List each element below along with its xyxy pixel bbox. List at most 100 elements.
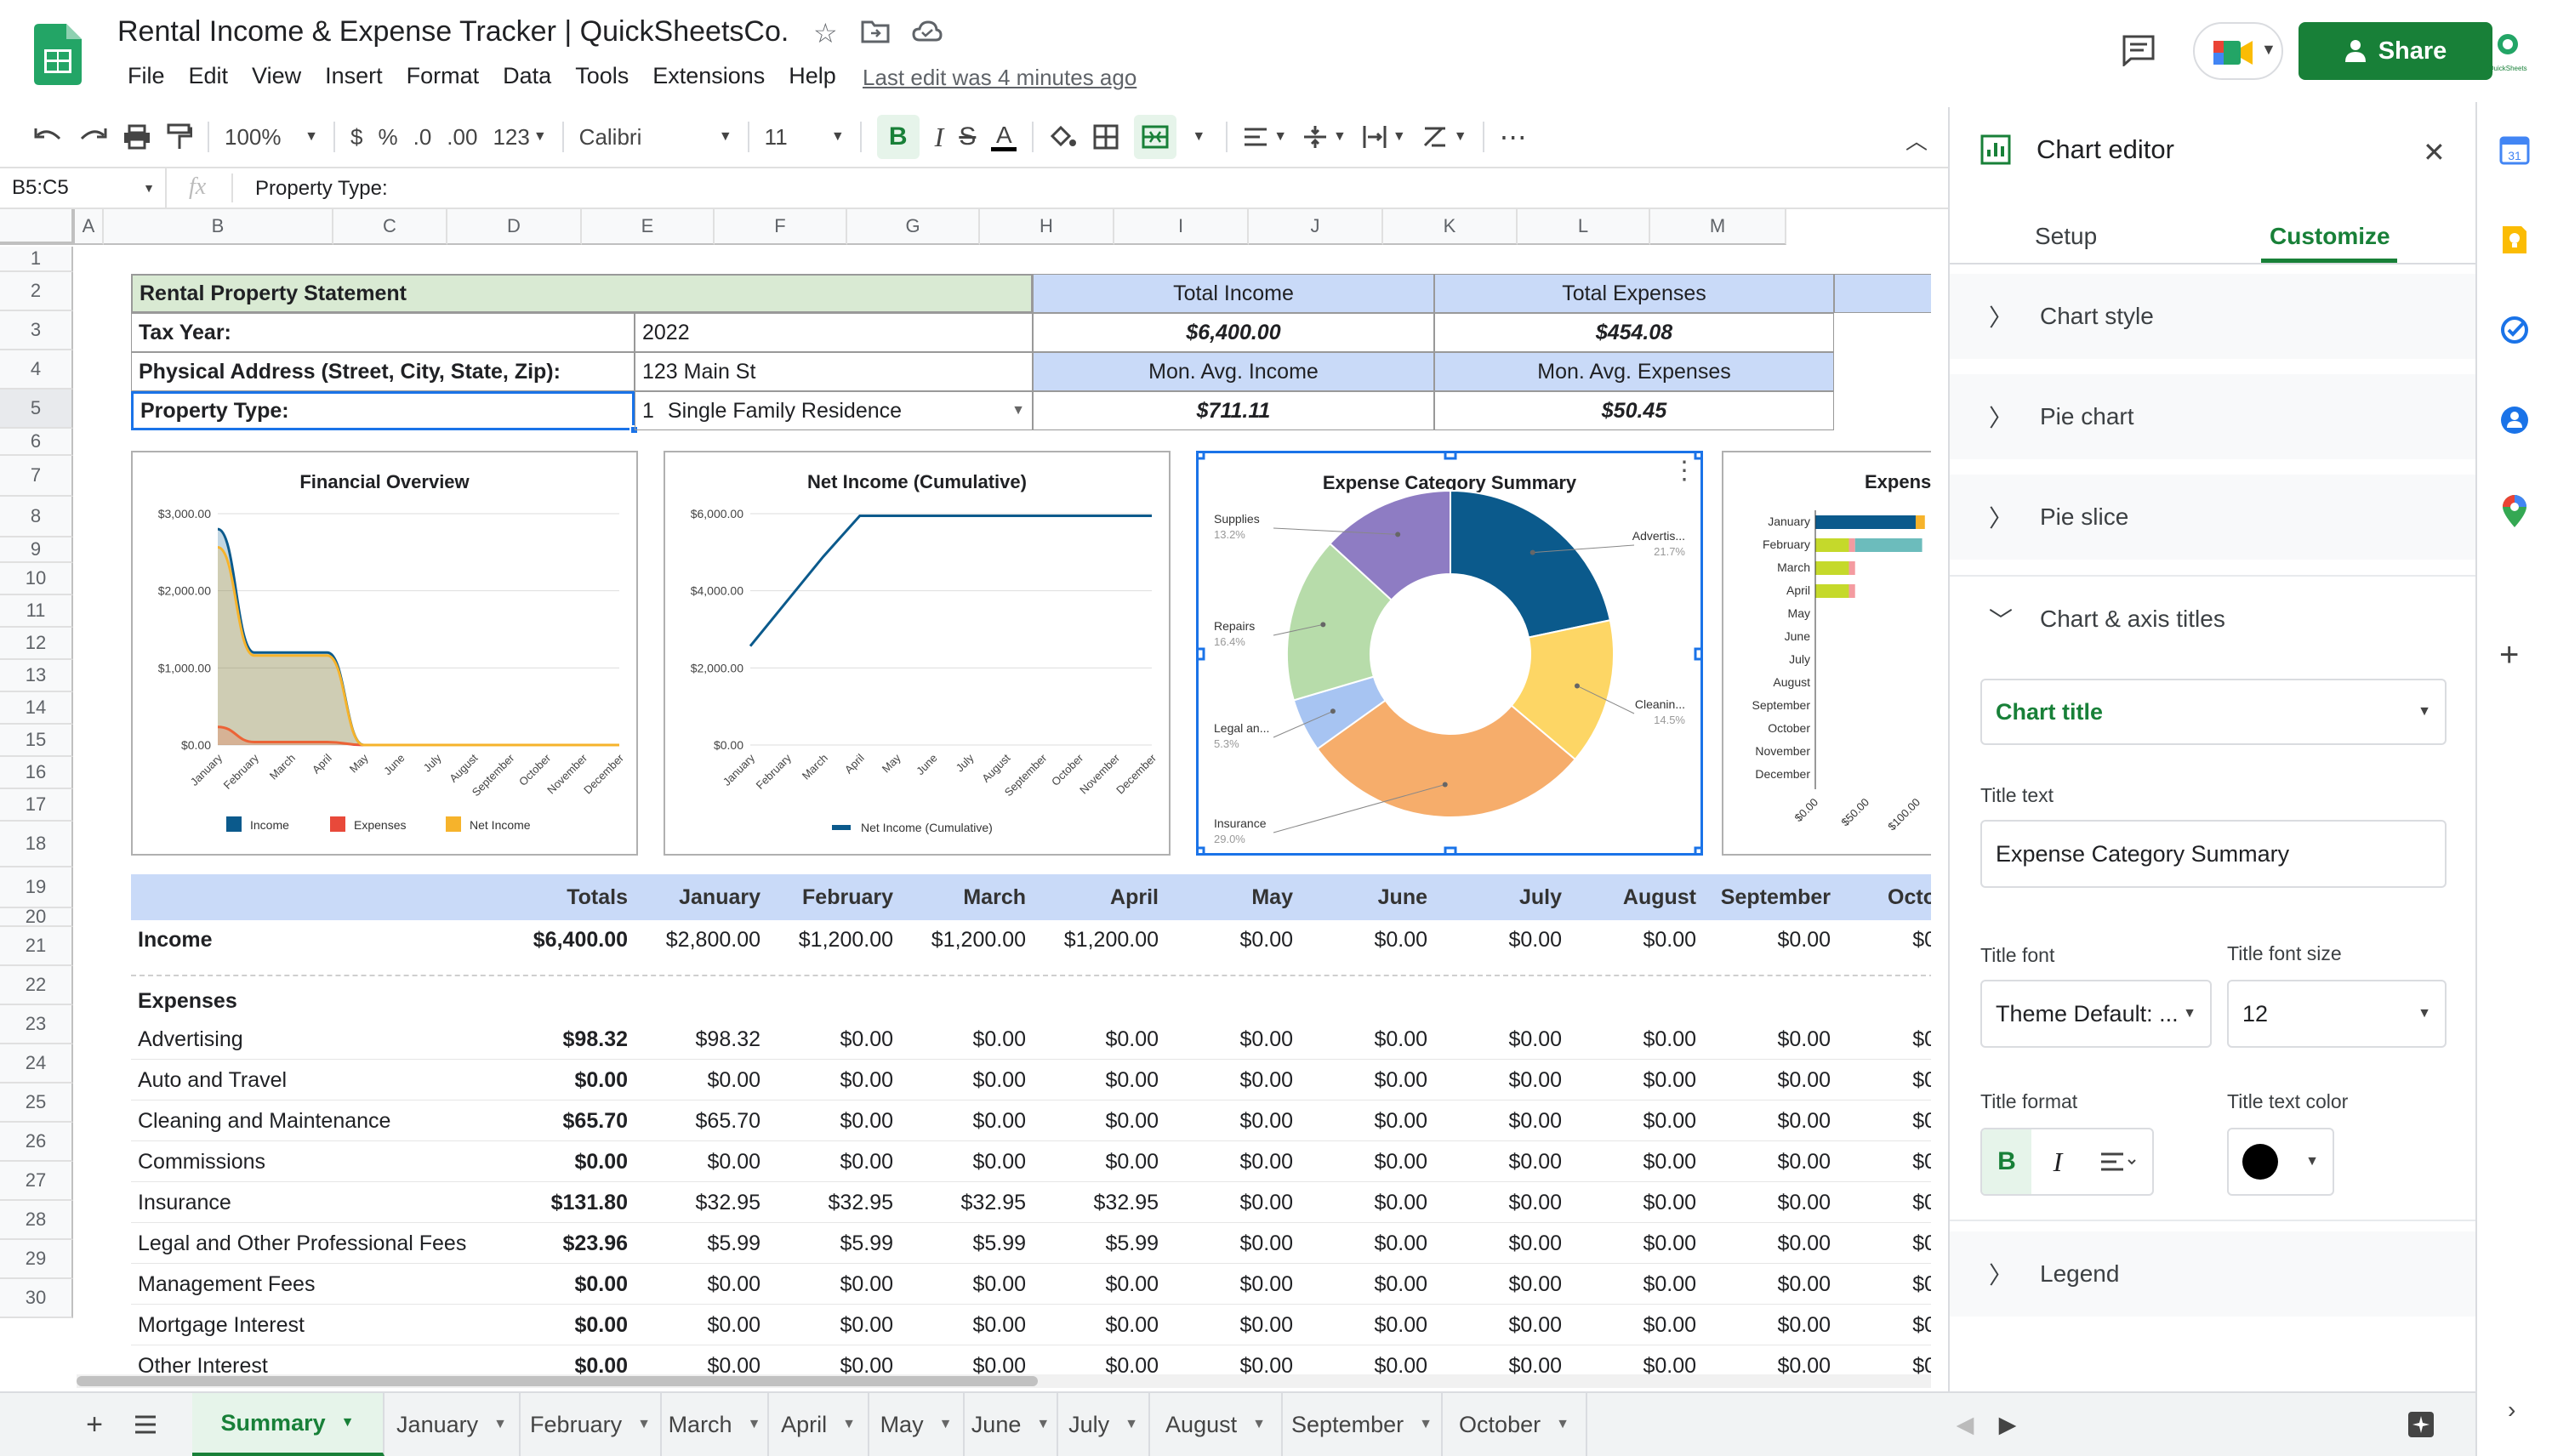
more-formats-button[interactable]: 123 ▼	[493, 115, 546, 159]
share-button[interactable]: Share	[2299, 22, 2492, 80]
column-header-c[interactable]: C	[333, 209, 447, 245]
section-chart-style[interactable]: 〉 Chart style	[1950, 274, 2477, 359]
row-header-8[interactable]: 8	[0, 497, 73, 537]
borders-icon[interactable]	[1093, 115, 1119, 159]
expense-label[interactable]: Commissions	[131, 1143, 510, 1182]
add-addon-icon[interactable]: +	[2499, 636, 2520, 674]
row-header-20[interactable]: 20	[0, 907, 73, 927]
meet-dropdown-icon[interactable]: ▼	[2261, 41, 2276, 58]
expense-cell[interactable]: $32.95	[1033, 1184, 1165, 1223]
menu-data[interactable]: Data	[503, 63, 552, 88]
expense-cell[interactable]: $0.00	[1703, 1102, 1837, 1141]
table-header-5[interactable]: May	[1251, 884, 1293, 909]
row-header-7[interactable]: 7	[0, 456, 73, 497]
property-type-label[interactable]: Property Type:	[131, 391, 635, 430]
row-header-29[interactable]: 29	[0, 1240, 73, 1279]
row-header-25[interactable]: 25	[0, 1083, 73, 1123]
expense-cell[interactable]: $0.00	[1033, 1021, 1165, 1060]
expense-cell[interactable]: $0	[1837, 1021, 1931, 1060]
expense-label[interactable]: Advertising	[131, 1021, 510, 1060]
zoom-select[interactable]: 100% ▼	[225, 115, 318, 159]
expense-cell[interactable]: $0.00	[1569, 1102, 1703, 1141]
calendar-icon[interactable]: 31	[2499, 134, 2530, 165]
expense-label[interactable]: Cleaning and Maintenance	[131, 1102, 510, 1141]
formula-input[interactable]: Property Type:	[255, 177, 388, 200]
expense-cell[interactable]: $0.00	[635, 1306, 767, 1345]
tasks-icon[interactable]	[2499, 315, 2530, 345]
income-cell[interactable]: $0.00	[1374, 927, 1427, 952]
expense-cell[interactable]: $0.00	[510, 1347, 635, 1386]
last-edit-link[interactable]: Last edit was 4 minutes ago	[863, 65, 1137, 90]
title-color-select[interactable]: ▼	[2227, 1128, 2334, 1196]
avg-expenses-label[interactable]: Mon. Avg. Expenses	[1434, 352, 1834, 391]
sheet-tab-january[interactable]: January ▼	[385, 1393, 521, 1456]
table-header-9[interactable]: September	[1720, 884, 1831, 909]
table-header-0[interactable]: Totals	[567, 884, 628, 909]
income-cell[interactable]: $0.00	[1508, 927, 1562, 952]
row-header-2[interactable]: 2	[0, 272, 73, 311]
tax-year-value[interactable]: 2022	[635, 313, 1033, 352]
menu-help[interactable]: Help	[789, 63, 836, 88]
section-pie-chart[interactable]: 〉 Pie chart	[1950, 374, 2477, 459]
decrease-decimal-button[interactable]: .0	[413, 123, 432, 150]
row-header-21[interactable]: 21	[0, 927, 73, 966]
expense-cell[interactable]: $0.00	[635, 1265, 767, 1305]
row-header-3[interactable]: 3	[0, 311, 73, 350]
row-header-11[interactable]: 11	[0, 595, 73, 628]
income-cell[interactable]: $1,200.00	[931, 927, 1026, 952]
dropdown-arrow-icon[interactable]: ▼	[1011, 403, 1025, 418]
all-sheets-icon[interactable]	[124, 1393, 167, 1456]
expense-cell[interactable]: $98.32	[635, 1021, 767, 1060]
row-header-13[interactable]: 13	[0, 660, 73, 692]
row-header-14[interactable]: 14	[0, 692, 73, 725]
section-legend[interactable]: 〉 Legend	[1950, 1231, 2477, 1317]
expense-cell[interactable]: $0.00	[767, 1143, 900, 1182]
expense-cell[interactable]: $0.00	[1703, 1143, 1837, 1182]
scroll-tabs-right-icon[interactable]: ▶	[1998, 1411, 2017, 1437]
table-header-10[interactable]: Octo	[1888, 884, 1931, 909]
row-header-23[interactable]: 23	[0, 1005, 73, 1044]
text-color-button[interactable]: A	[991, 115, 1017, 159]
undo-icon[interactable]	[34, 115, 63, 159]
expense-cell[interactable]: $0.00	[900, 1021, 1033, 1060]
expense-cell[interactable]: $0.00	[1434, 1061, 1569, 1101]
total-expenses-label[interactable]: Total Expenses	[1434, 274, 1834, 313]
table-header-1[interactable]: January	[679, 884, 760, 909]
collapse-toolbar-icon[interactable]: ︿	[1905, 128, 1928, 154]
expense-cell[interactable]: $65.70	[510, 1102, 635, 1141]
column-header-j[interactable]: J	[1249, 209, 1383, 245]
income-cell[interactable]: $6,400.00	[533, 927, 628, 952]
column-header-e[interactable]: E	[582, 209, 715, 245]
expense-cell[interactable]: $0.00	[1703, 1265, 1837, 1305]
expense-cell[interactable]: $0.00	[1033, 1061, 1165, 1101]
sheet-tab-august[interactable]: August ▼	[1150, 1393, 1283, 1456]
font-select[interactable]: Calibri ▼	[579, 115, 732, 159]
expense-cell[interactable]: $0.00	[635, 1061, 767, 1101]
expense-cell[interactable]: $32.95	[635, 1184, 767, 1223]
expense-cell[interactable]: $0.00	[1165, 1347, 1300, 1386]
star-icon[interactable]: ☆	[813, 18, 838, 48]
expense-cell[interactable]: $0	[1837, 1184, 1931, 1223]
menu-extensions[interactable]: Extensions	[652, 63, 766, 88]
expense-summary-chart[interactable]: Expense Category Summary ⋮ Advertis... 21…	[1196, 451, 1703, 856]
row-header-19[interactable]: 19	[0, 867, 73, 908]
expense-cell[interactable]: $0.00	[767, 1061, 900, 1101]
expense-cell[interactable]: $0.00	[1703, 1225, 1837, 1264]
menu-view[interactable]: View	[252, 63, 302, 88]
expense-cell[interactable]: $0.00	[1569, 1061, 1703, 1101]
text-rotation-icon[interactable]: ▼	[1421, 115, 1467, 159]
income-cell[interactable]: $1,200.00	[1063, 927, 1159, 952]
maps-icon[interactable]	[2501, 495, 2528, 529]
menu-format[interactable]: Format	[406, 63, 480, 88]
column-header-d[interactable]: D	[447, 209, 582, 245]
vertical-align-icon[interactable]: ▼	[1302, 115, 1347, 159]
merge-dropdown-icon[interactable]: ▼	[1192, 129, 1206, 144]
menu-insert[interactable]: Insert	[325, 63, 383, 88]
expense-cell[interactable]: $32.95	[900, 1184, 1033, 1223]
expense-cell[interactable]: $0.00	[900, 1102, 1033, 1141]
expense-cell[interactable]: $5.99	[635, 1225, 767, 1264]
expense-cell[interactable]: $5.99	[767, 1225, 900, 1264]
row-header-5[interactable]: 5	[0, 390, 73, 429]
expense-cell[interactable]: $0.00	[1165, 1102, 1300, 1141]
